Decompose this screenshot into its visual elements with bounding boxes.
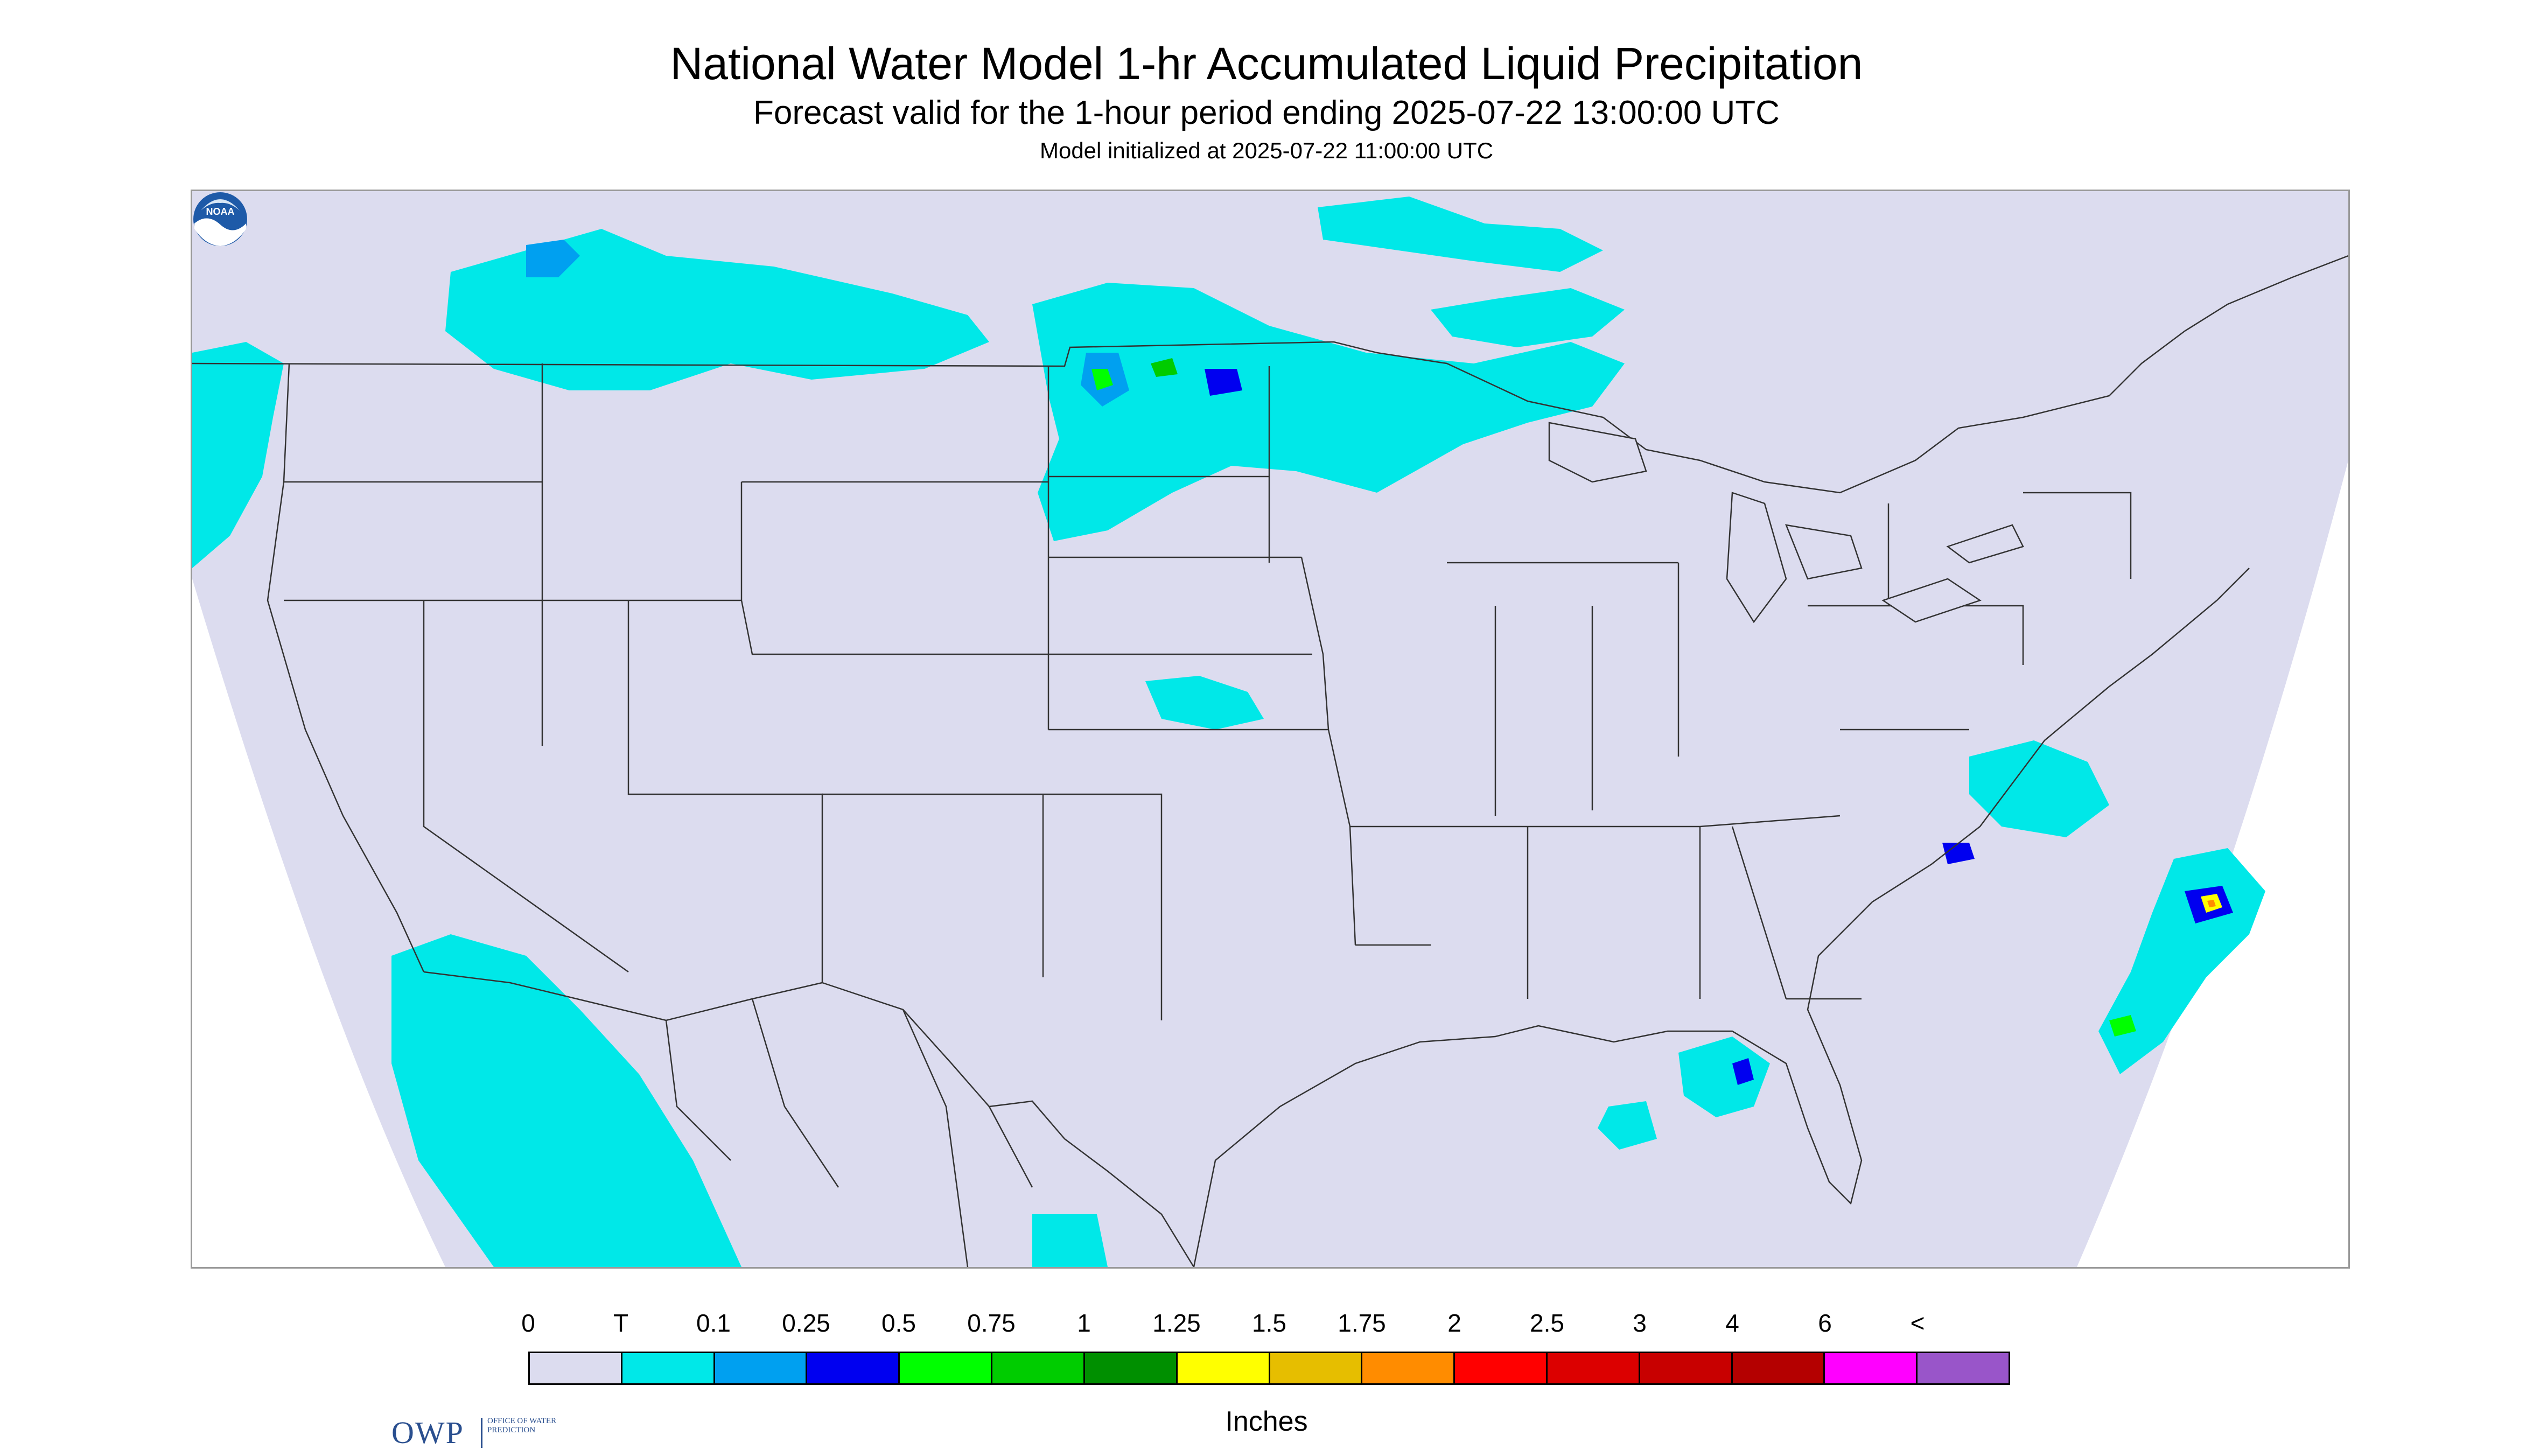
precip-area-northern-canada (1318, 197, 1603, 272)
legend-units: Inches (1225, 1406, 1308, 1437)
precip-moderate-areas (526, 240, 2233, 1085)
state-lines-west (284, 363, 1049, 983)
legend-swatch (992, 1353, 1085, 1383)
precip-area-florida (1678, 1037, 1770, 1117)
legend-swatch (1270, 1353, 1363, 1383)
legend-label: 6 (1818, 1309, 1832, 1337)
map-title: National Water Model 1-hr Accumulated Li… (670, 38, 1863, 89)
precip-cell-florida (1732, 1058, 1754, 1085)
legend: 0 T 0.1 0.25 0.5 0.75 1 1.25 1.5 1.75 2 2.5 3 4 6 < (521, 1308, 2010, 1395)
legend-swatch (1084, 1353, 1178, 1383)
us-canada-border (192, 255, 2348, 494)
legend-label: 3 (1633, 1309, 1647, 1337)
precip-cell-minnesota (1205, 369, 1242, 396)
legend-label: 4 (1725, 1309, 1739, 1337)
legend-label: 0.75 (967, 1309, 1016, 1337)
precip-area-gulf (1598, 1101, 1657, 1150)
legend-swatch (1455, 1353, 1548, 1383)
precip-area-ontario (1431, 288, 1625, 347)
legend-label: T (613, 1309, 629, 1337)
legend-swatch (900, 1353, 993, 1383)
legend-swatch (1732, 1353, 1825, 1383)
state-lines-east (1447, 492, 2132, 1000)
owp-logo: OWP OFFICE OF WATER PREDICTION (391, 1415, 564, 1452)
precip-area-kansas (1145, 676, 1264, 730)
precip-map[interactable]: OWP OFFICE OF WATER PREDICTION NOAA (191, 190, 2350, 1450)
precip-cell-carolina (1942, 843, 1975, 864)
legend-label: 2.5 (1530, 1309, 1564, 1337)
legend-swatch (1547, 1353, 1640, 1383)
legend-colorbar (528, 1352, 2010, 1385)
owp-logo-divider (481, 1418, 482, 1448)
precip-area-baja (391, 934, 741, 1267)
noaa-logo-text: NOAA (206, 206, 235, 217)
legend-swatch (807, 1353, 900, 1383)
legend-label: < (1910, 1309, 1925, 1337)
legend-label: 1 (1077, 1309, 1091, 1337)
legend-label: 1.75 (1338, 1309, 1386, 1337)
precip-area-pacific-northwest (192, 342, 284, 568)
owp-logo-letters: OWP (391, 1415, 464, 1450)
legend-swatch (1177, 1353, 1270, 1383)
precip-area-mexico-north (1032, 1214, 1108, 1267)
precip-core-north-dakota-green (1151, 358, 1178, 377)
legend-swatch (622, 1353, 715, 1383)
legend-swatch (1640, 1353, 1733, 1383)
gulf-coast (1193, 568, 2250, 1267)
legend-label: 0.25 (782, 1309, 830, 1337)
legend-label: 1.5 (1252, 1309, 1286, 1337)
precip-core-north-dakota (1091, 369, 1113, 390)
boundaries (192, 255, 2348, 1267)
legend-swatch (1362, 1353, 1456, 1383)
precip-area-montana (445, 229, 989, 390)
legend-swatch (1825, 1353, 1918, 1383)
precip-area-carolina-atlantic (1969, 740, 2109, 837)
owp-logo-text: OFFICE OF WATER PREDICTION (487, 1417, 557, 1434)
map-subtitle: Forecast valid for the 1-hour period end… (753, 94, 1780, 131)
legend-swatch (1918, 1353, 2009, 1383)
great-lakes-outline (1548, 422, 2024, 624)
legend-label: 0 (521, 1309, 535, 1337)
mexico-state-lines (665, 998, 1033, 1267)
state-lines-central (822, 366, 1529, 1020)
legend-swatch (530, 1353, 622, 1383)
model-init-text: Model initialized at 2025-07-22 11:00:00… (1039, 138, 1494, 163)
precip-core-atlantic-orange (2207, 900, 2216, 907)
precip-core-atlantic-blue (2109, 1015, 2136, 1037)
map-canvas (192, 191, 2348, 1267)
legend-label: 0.5 (881, 1309, 916, 1337)
legend-label: 0.1 (696, 1309, 731, 1337)
legend-label: 2 (1447, 1309, 1461, 1337)
noaa-logo: NOAA (193, 192, 247, 246)
precip-cell-montana (526, 240, 580, 277)
legend-label: 1.25 (1152, 1309, 1201, 1337)
legend-swatch (715, 1353, 808, 1383)
